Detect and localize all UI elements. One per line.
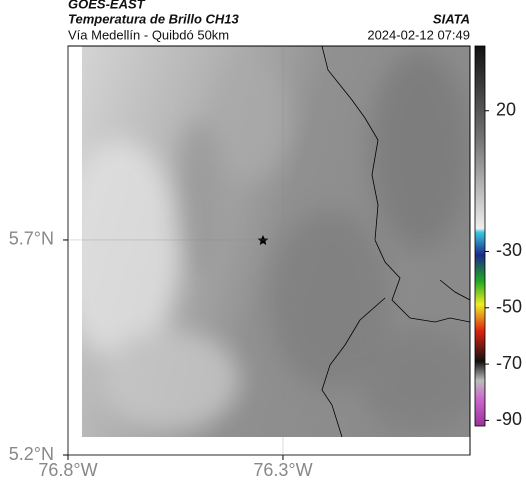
colorbar-label: -90 <box>496 409 522 429</box>
y-tick-label: 5.2°N <box>9 444 54 464</box>
subtitle: Temperatura de Brillo CH13 <box>68 11 240 26</box>
colorbar-label: -30 <box>496 240 522 260</box>
colorbar-label: 20 <box>496 99 516 119</box>
timestamp: 2024-02-12 07:49 <box>367 27 470 42</box>
colorbar <box>474 45 486 427</box>
satellite-image <box>82 46 470 437</box>
title: GOES-EAST <box>68 0 146 11</box>
x-tick-label: 76.3°W <box>253 460 312 480</box>
caption: Vía Medellín - Quibdó 50km <box>68 27 229 42</box>
x-tick-label: 76.8°W <box>38 460 97 480</box>
colorbar-label: -70 <box>496 353 522 373</box>
y-tick-label: 5.7°N <box>9 229 54 249</box>
source: SIATA <box>433 11 470 26</box>
colorbar-label: -50 <box>496 297 522 317</box>
